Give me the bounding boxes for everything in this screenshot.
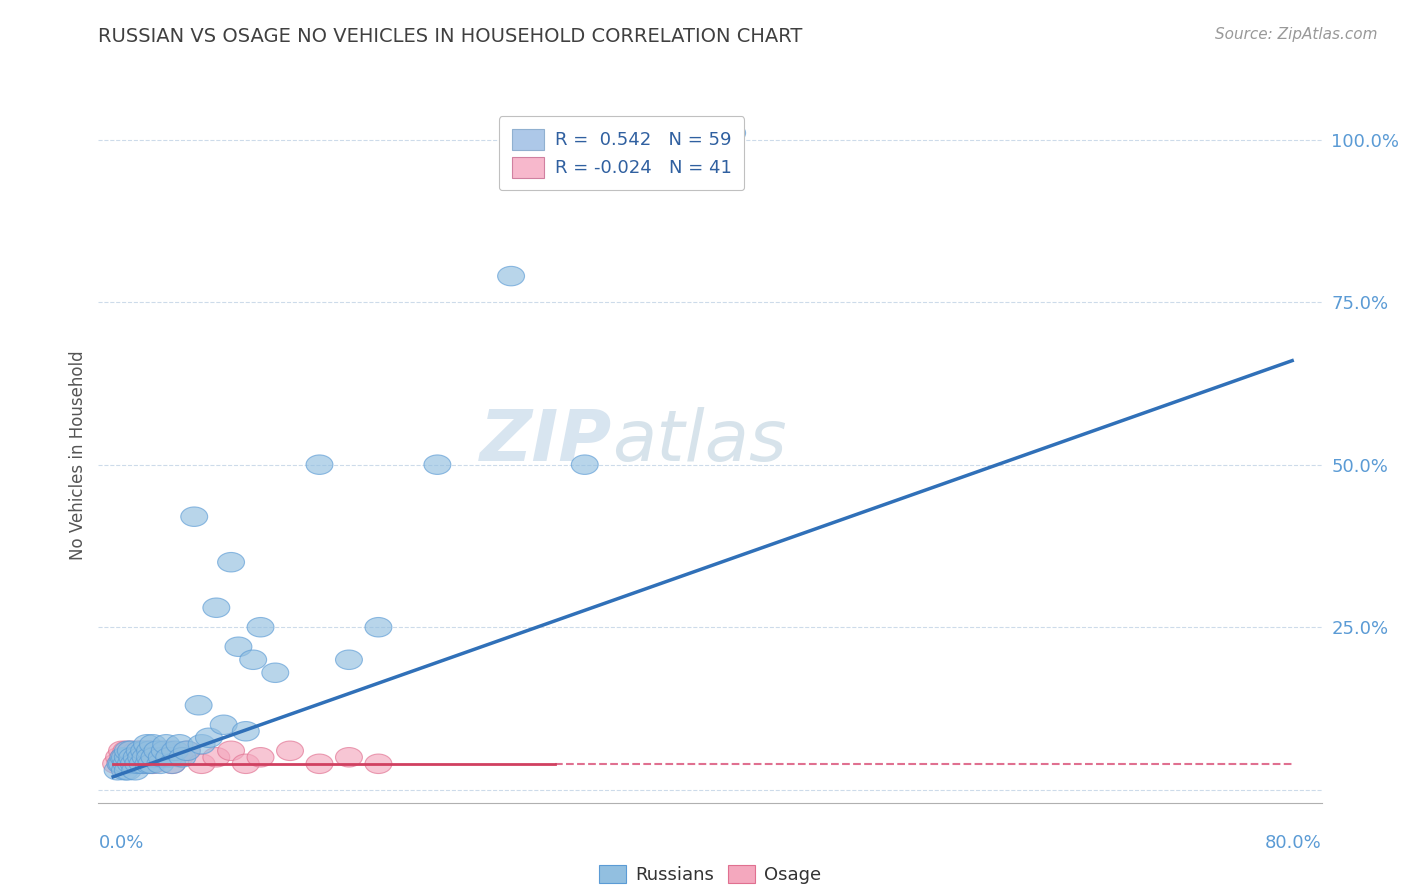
Text: ZIP: ZIP <box>479 407 612 475</box>
Y-axis label: No Vehicles in Household: No Vehicles in Household <box>69 350 87 560</box>
Text: Source: ZipAtlas.com: Source: ZipAtlas.com <box>1215 27 1378 42</box>
Legend: Russians, Osage: Russians, Osage <box>592 857 828 891</box>
Text: 80.0%: 80.0% <box>1265 834 1322 852</box>
Text: RUSSIAN VS OSAGE NO VEHICLES IN HOUSEHOLD CORRELATION CHART: RUSSIAN VS OSAGE NO VEHICLES IN HOUSEHOL… <box>98 27 803 45</box>
Text: atlas: atlas <box>612 407 787 475</box>
Text: 0.0%: 0.0% <box>98 834 143 852</box>
